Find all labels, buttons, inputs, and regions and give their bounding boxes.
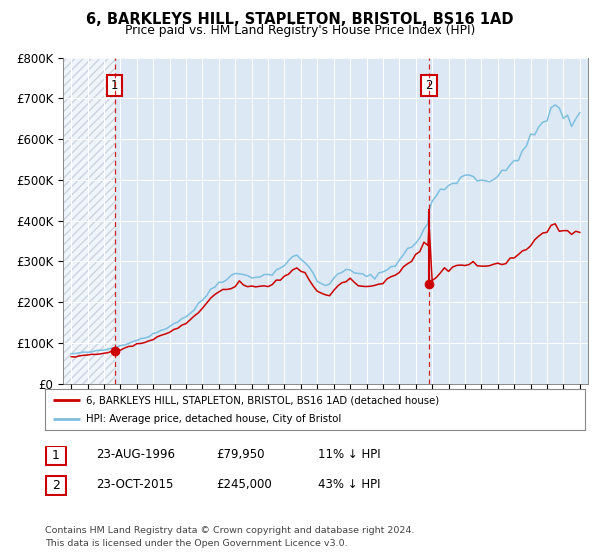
- Text: 2: 2: [52, 479, 60, 492]
- Text: 1: 1: [111, 79, 118, 92]
- FancyBboxPatch shape: [46, 476, 66, 495]
- FancyBboxPatch shape: [46, 446, 66, 465]
- Text: This data is licensed under the Open Government Licence v3.0.: This data is licensed under the Open Gov…: [45, 539, 347, 548]
- Text: 6, BARKLEYS HILL, STAPLETON, BRISTOL, BS16 1AD: 6, BARKLEYS HILL, STAPLETON, BRISTOL, BS…: [86, 12, 514, 27]
- Text: Price paid vs. HM Land Registry's House Price Index (HPI): Price paid vs. HM Land Registry's House …: [125, 24, 475, 37]
- Bar: [63, 58, 115, 384]
- Text: 6, BARKLEYS HILL, STAPLETON, BRISTOL, BS16 1AD (detached house): 6, BARKLEYS HILL, STAPLETON, BRISTOL, BS…: [86, 395, 439, 405]
- Text: 11% ↓ HPI: 11% ↓ HPI: [318, 448, 380, 461]
- Text: £79,950: £79,950: [216, 448, 265, 461]
- Text: 43% ↓ HPI: 43% ↓ HPI: [318, 478, 380, 491]
- Text: Contains HM Land Registry data © Crown copyright and database right 2024.: Contains HM Land Registry data © Crown c…: [45, 526, 415, 535]
- Text: £245,000: £245,000: [216, 478, 272, 491]
- Text: 23-AUG-1996: 23-AUG-1996: [96, 448, 175, 461]
- Text: 23-OCT-2015: 23-OCT-2015: [96, 478, 173, 491]
- Text: HPI: Average price, detached house, City of Bristol: HPI: Average price, detached house, City…: [86, 414, 341, 424]
- Text: 1: 1: [52, 449, 60, 463]
- Text: 2: 2: [425, 79, 433, 92]
